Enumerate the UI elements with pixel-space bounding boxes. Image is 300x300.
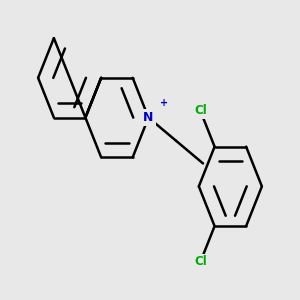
Text: Cl: Cl xyxy=(194,255,207,268)
Text: Cl: Cl xyxy=(194,104,207,117)
Text: N: N xyxy=(143,111,154,124)
Text: +: + xyxy=(160,98,168,108)
